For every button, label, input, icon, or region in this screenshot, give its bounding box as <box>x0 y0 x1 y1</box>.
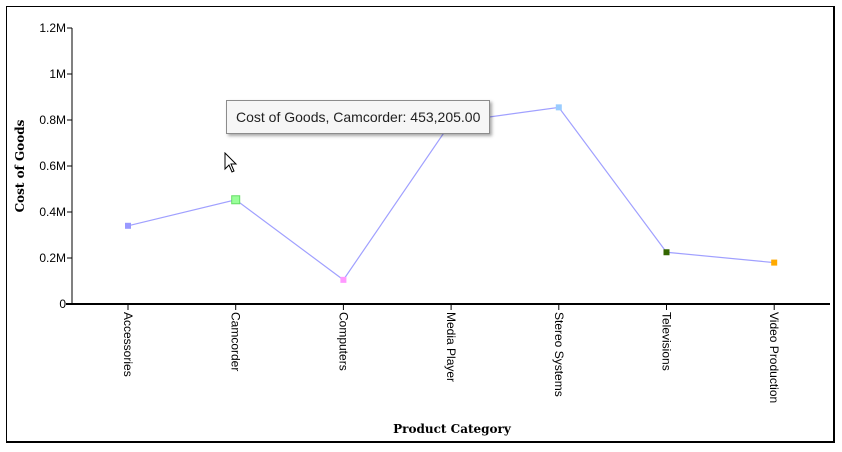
x-tick-label: Televisions <box>660 312 674 371</box>
tooltip: Cost of Goods, Camcorder: 453,205.00 <box>226 100 491 134</box>
x-tick-label: Media Player <box>444 312 458 382</box>
x-tick-label: Camcorder <box>229 312 243 371</box>
data-point-marker[interactable] <box>231 195 241 205</box>
y-axis: 0 0.2M 0.4M 0.6M 0.8M 1M 1.2M <box>39 21 73 311</box>
data-point-marker[interactable] <box>663 249 670 256</box>
x-axis: Accessories Camcorder Computers Media Playe… <box>66 303 830 403</box>
x-axis-title: Product Category <box>393 422 512 436</box>
y-axis-title: Cost of Goods <box>13 119 27 212</box>
x-tick-label: Accessories <box>121 312 135 377</box>
y-tick-label: 0 <box>59 297 66 311</box>
y-tick-label: 1M <box>49 67 66 81</box>
mouse-pointer-icon <box>224 152 238 173</box>
y-tick-label: 0.4M <box>39 205 66 219</box>
data-point-marker[interactable] <box>125 222 131 229</box>
data-point-marker[interactable] <box>771 259 778 266</box>
x-tick-label: Stereo Systems <box>552 312 566 397</box>
chart-frame <box>6 6 835 443</box>
x-tick-label: Computers <box>336 312 350 371</box>
data-point-marker[interactable] <box>555 104 562 111</box>
x-tick-label: Video Production <box>767 312 781 403</box>
y-tick-label: 0.2M <box>39 251 66 265</box>
data-point-marker[interactable] <box>340 276 347 283</box>
y-tick-label: 1.2M <box>39 21 66 35</box>
y-tick-label: 0.6M <box>39 159 66 173</box>
y-tick-label: 0.8M <box>39 113 66 127</box>
